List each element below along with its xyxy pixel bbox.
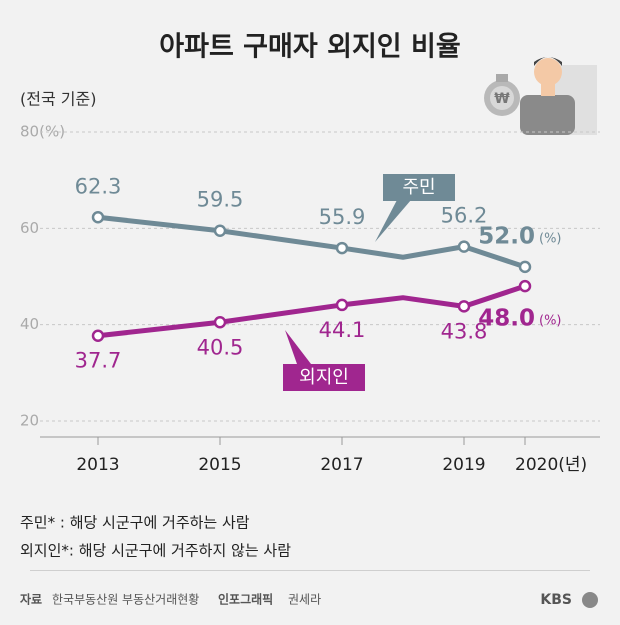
value-label: 59.5 [197,188,244,212]
legend-item: 외지인 [283,330,365,391]
legend-item: 주민 [375,174,455,242]
marker [335,241,349,255]
credit: 권세라 [288,593,321,607]
logo: KBS [540,592,572,608]
y-tick-label: 20 [20,412,39,430]
source-label: 자료 [20,592,42,607]
chart-title: 아파트 구매자 외지인 비율 [159,32,460,63]
source: 한국부동산원 부동산거래현황 [52,593,199,607]
x-tick-label: 2020(년) [515,455,587,475]
illustration: ₩ [484,57,597,135]
value-label: 37.7 [75,349,122,373]
marker [518,260,532,274]
x-tick-label: 2013 [76,455,119,475]
value-label: 40.5 [197,335,244,359]
marker [457,300,471,313]
value-unit: (%) [539,231,562,246]
callout-pointer [375,200,411,242]
callout-pointer [285,330,311,364]
y-tick-label: 40 [20,315,39,333]
value-unit: (%) [539,314,562,329]
marker [335,298,349,312]
value-label: 56.2 [441,204,488,228]
note: 주민* : 해당 시군구에 거주하는 사람 [20,514,250,532]
logo-mark [582,592,598,608]
y-tick-label: 60 [20,219,39,237]
chart-subtitle: (전국 기준) [20,90,96,109]
svg-text:₩: ₩ [494,91,510,107]
marker [91,211,105,224]
note: 외지인*: 해당 시군구에 거주하지 않는 사람 [20,542,291,560]
legend-label: 외지인 [299,367,349,388]
marker [457,240,471,253]
legend-box [383,174,455,201]
credit-label: 인포그래픽 [218,592,273,607]
divider [30,570,590,571]
value-label: 44.1 [319,318,366,342]
value-label: 43.8 [441,319,488,343]
line [97,214,526,270]
marker [91,329,105,342]
legend-box [283,364,365,391]
legend-label: 주민 [402,177,435,198]
value-label: 52.0 [478,223,535,249]
marker [213,224,227,237]
x-tick-label: 2017 [320,455,363,475]
value-label: 55.9 [319,205,366,229]
marker [518,279,532,293]
value-label: 48.0 [478,306,535,332]
line [97,283,526,339]
x-tick-label: 2015 [198,455,241,475]
marker [213,316,227,329]
x-tick-label: 2019 [442,455,485,475]
value-label: 62.3 [75,174,122,198]
